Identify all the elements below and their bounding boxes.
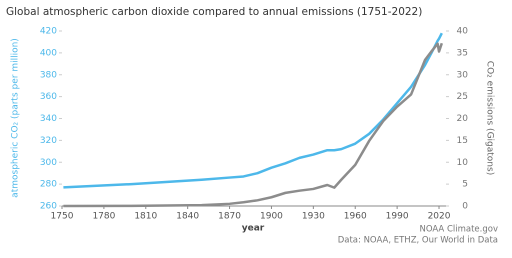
y-tick-label: 380	[40, 70, 57, 80]
y2-tick-label: 15	[457, 136, 468, 146]
x-tick-label: 1870	[218, 212, 241, 222]
y-tick-label: 360	[40, 92, 57, 102]
x-tick-label: 1930	[302, 212, 325, 222]
y2-tick-label: 35	[457, 48, 468, 58]
x-tick-label: 1840	[176, 212, 199, 222]
x-tick-label: 2020	[428, 212, 451, 222]
y2-tick-label: 10	[457, 158, 469, 168]
y2-tick-label: 20	[457, 114, 469, 124]
source: Data: NOAA, ETHZ, Our World in Data	[338, 236, 498, 246]
y2-tick-label: 0	[462, 202, 468, 212]
x-axis-label: year	[242, 224, 265, 234]
x-tick-label: 1750	[51, 212, 74, 222]
y-axis-label: atmospheric CO₂ (parts per million)	[11, 38, 21, 198]
y2-tick-label: 30	[457, 70, 469, 80]
x-tick-label: 1780	[92, 212, 115, 222]
x-tick-label: 1960	[344, 212, 367, 222]
y-tick-label: 400	[40, 48, 57, 58]
series-line	[63, 32, 443, 189]
y-tick-label: 280	[40, 180, 57, 190]
x-tick-label: 1990	[386, 212, 409, 222]
y-tick-label: 420	[40, 27, 57, 37]
y2-tick-label: 40	[457, 27, 469, 37]
y2-tick-label: 25	[457, 92, 468, 102]
y-tick-label: 340	[40, 114, 57, 124]
x-tick-label: 1810	[134, 212, 157, 222]
chart-title: Global atmospheric carbon dioxide compar…	[6, 6, 422, 18]
y2-tick-label: 5	[462, 180, 468, 190]
y-tick-label: 260	[40, 202, 57, 212]
y-tick-label: 300	[40, 158, 57, 168]
y-tick-label: 320	[40, 136, 57, 146]
y2-axis-label: CO₂ emissions (Gigatons)	[485, 61, 495, 175]
series-line	[63, 42, 443, 208]
credit: NOAA Climate.gov	[419, 225, 498, 235]
x-tick-label: 1900	[260, 212, 283, 222]
